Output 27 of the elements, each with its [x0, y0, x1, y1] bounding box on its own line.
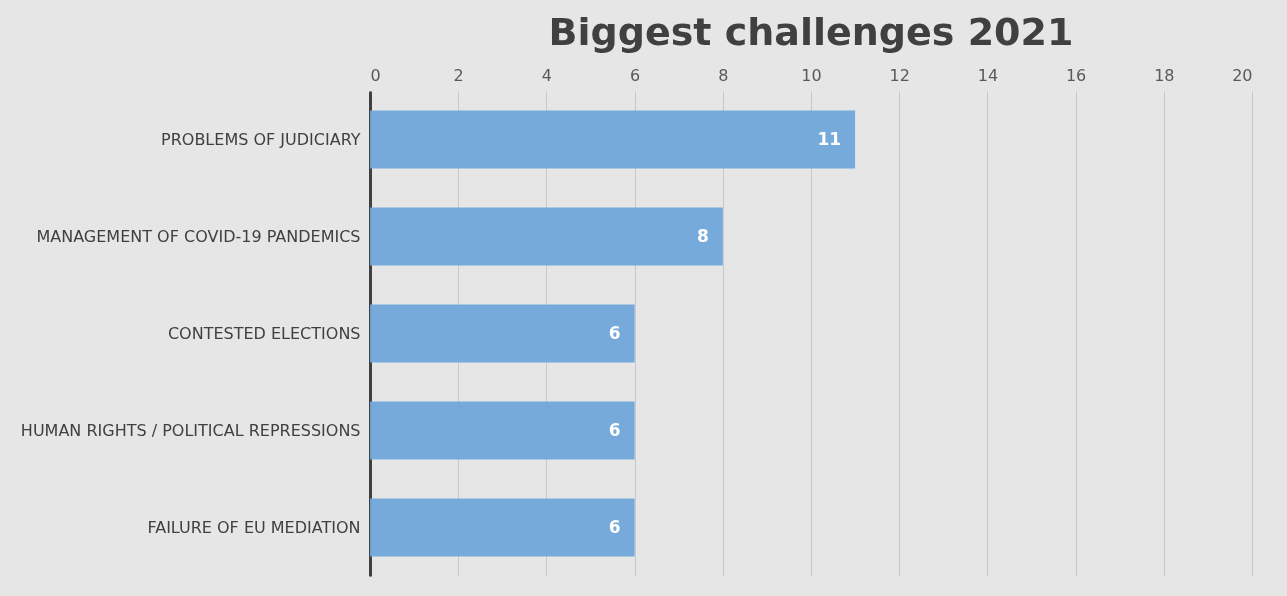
y-tick-label: MANAGEMENT OF COVID-19 PANDEMICS [36, 226, 361, 246]
bar [370, 498, 635, 557]
x-tick-label: 10 [801, 65, 822, 85]
y-tick-label: FAILURE OF EU MEDIATION [147, 517, 361, 537]
chart-title: Biggest challenges 2021 [548, 10, 1074, 54]
data-label: 6 [608, 516, 621, 537]
data-label: 8 [696, 225, 709, 246]
x-tick-label: 18 [1154, 65, 1175, 85]
y-tick-label: HUMAN RIGHTS / POLITICAL REPRESSIONS [20, 420, 361, 440]
x-tick-label: 20 [1232, 65, 1253, 85]
data-label: 11 [817, 128, 842, 149]
y-tick-label: CONTESTED ELECTIONS [167, 323, 361, 343]
x-tick-label: 4 [541, 65, 552, 85]
x-tick-label: 12 [889, 65, 910, 85]
data-label: 6 [608, 419, 621, 440]
data-label: 6 [608, 322, 621, 343]
bar [370, 401, 635, 460]
x-tick-label: 8 [718, 65, 729, 85]
x-tick-label: 6 [630, 65, 641, 85]
x-tick-label: 2 [453, 65, 464, 85]
x-tick-label: 16 [1065, 65, 1087, 85]
bar [370, 304, 635, 363]
y-tick-label: PROBLEMS OF JUDICIARY [161, 129, 361, 149]
x-tick-label: 14 [977, 65, 999, 85]
bar [370, 110, 856, 169]
bar [370, 207, 723, 266]
x-tick-label: 0 [370, 65, 381, 85]
